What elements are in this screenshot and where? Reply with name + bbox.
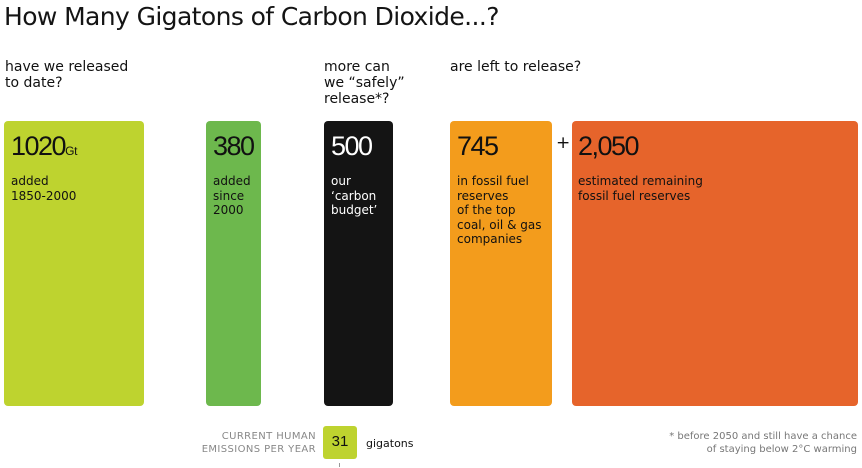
current-emissions-label-line-2: EMISSIONS PER YEAR bbox=[201, 444, 316, 455]
bar-company-reserves: 745 in fossil fuel reserves of the top c… bbox=[450, 121, 552, 406]
bar-added-since-2000: 380 added since 2000 bbox=[206, 121, 261, 406]
bar-description: estimated remaining fossil fuel reserves bbox=[578, 174, 703, 203]
footnote-line-1: * before 2050 and still have a chance bbox=[669, 431, 857, 442]
bar-description-line: estimated remaining bbox=[578, 174, 703, 188]
bar-description: our ‘carbon budget’ bbox=[331, 174, 377, 218]
question-safe: more can we “safely” release*? bbox=[324, 59, 405, 107]
question-left: are left to release? bbox=[450, 59, 581, 75]
question-safe-line-1: more can bbox=[324, 59, 390, 75]
bar-description-line: companies bbox=[457, 232, 523, 246]
bar-description-line: added bbox=[213, 174, 251, 188]
bar-description-line: in fossil fuel bbox=[457, 174, 529, 188]
bar-value-label: 500 bbox=[331, 131, 373, 161]
bar-description-line: of the top bbox=[457, 203, 516, 217]
bar-description-line: added bbox=[11, 174, 49, 188]
bar-value-label: 745 bbox=[457, 131, 499, 161]
question-safe-line-2: we “safely” bbox=[324, 75, 405, 91]
question-left-line-1: are left to release? bbox=[450, 59, 582, 75]
question-safe-line-3: release*? bbox=[324, 91, 390, 107]
bar-description-line: reserves bbox=[457, 188, 509, 203]
bar-description-line: budget’ bbox=[331, 203, 378, 217]
question-released-line-2: to date? bbox=[5, 75, 63, 91]
current-emissions-box: 31 bbox=[323, 426, 357, 459]
question-released-line-1: have we released bbox=[5, 59, 129, 75]
bar-description-line: since bbox=[213, 188, 245, 203]
bar-added-1850-2000: 1020Gt added 1850-2000 bbox=[4, 121, 144, 406]
bar-description: in fossil fuel reserves of the top coal,… bbox=[457, 174, 541, 247]
bar-value-number: 1020 bbox=[11, 131, 67, 161]
bar-description-line: 2000 bbox=[213, 203, 244, 217]
current-emissions-label-line-1: CURRENT HUMAN bbox=[221, 431, 316, 442]
question-released: have we released to date? bbox=[5, 59, 128, 91]
bar-value-label: 1020Gt bbox=[11, 131, 77, 166]
current-emissions-unit: gigatons bbox=[366, 437, 414, 450]
current-emissions-value: 31 bbox=[331, 433, 349, 450]
plus-sign: + bbox=[556, 133, 571, 153]
bar-description: added 1850-2000 bbox=[11, 174, 76, 203]
bar-description-line: ‘carbon bbox=[331, 188, 377, 203]
bar-value-label: 2,050 bbox=[578, 131, 640, 161]
bar-description-line: fossil fuel reserves bbox=[578, 188, 691, 203]
footnote: * before 2050 and still have a chance of… bbox=[669, 430, 857, 456]
bar-remaining-reserves: 2,050 estimated remaining fossil fuel re… bbox=[572, 121, 858, 406]
bar-description-line: 1850-2000 bbox=[11, 188, 77, 203]
bar-value-unit: Gt bbox=[65, 144, 78, 158]
current-emissions-label: CURRENT HUMAN EMISSIONS PER YEAR bbox=[202, 430, 316, 456]
footnote-line-2: of staying below 2°C warming bbox=[706, 444, 857, 455]
bar-value-label: 380 bbox=[213, 131, 255, 161]
bar-carbon-budget: 500 our ‘carbon budget’ bbox=[324, 121, 393, 406]
bar-description: added since 2000 bbox=[213, 174, 251, 218]
chart-title: How Many Gigatons of Carbon Dioxide...? bbox=[4, 2, 499, 31]
bar-description-line: coal, oil & gas bbox=[457, 217, 542, 232]
tick-mark bbox=[339, 463, 340, 467]
bar-description-line: our bbox=[331, 174, 351, 188]
